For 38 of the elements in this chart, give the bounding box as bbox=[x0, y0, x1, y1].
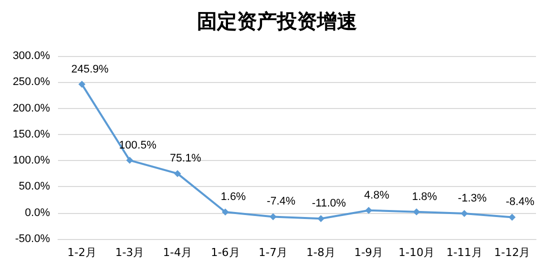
data-label: -1.3% bbox=[458, 192, 487, 205]
x-tick-label: 1-10月 bbox=[398, 246, 434, 259]
data-label: 1.6% bbox=[220, 191, 246, 204]
chart-title: 固定资产投资增速 bbox=[197, 9, 357, 33]
point bbox=[508, 214, 516, 221]
point bbox=[413, 208, 420, 216]
data-label: 245.9% bbox=[71, 63, 109, 76]
x-tick-label: 1-3月 bbox=[115, 246, 144, 259]
x-tick-label: 1-9月 bbox=[354, 246, 384, 259]
x-tick-label: 1-11月 bbox=[446, 246, 482, 259]
x-tick-label: 1-12月 bbox=[494, 246, 530, 259]
data-label: -8.4% bbox=[506, 196, 535, 208]
x-tick-label: 1-8月 bbox=[306, 246, 336, 259]
data-label: -7.4% bbox=[266, 196, 296, 208]
point bbox=[317, 215, 324, 222]
point bbox=[365, 206, 372, 214]
point bbox=[126, 156, 134, 164]
y-tick-label: 200.0% bbox=[12, 102, 50, 114]
y-tick-label: 150.0% bbox=[12, 128, 50, 140]
point bbox=[222, 208, 229, 216]
data-label: 75.1% bbox=[170, 152, 202, 165]
y-tick-label: 0.0% bbox=[24, 206, 50, 219]
y-tick-label: 100.0% bbox=[12, 154, 50, 167]
data-label: -11.0% bbox=[312, 198, 346, 210]
point bbox=[270, 213, 277, 220]
data-label: 4.8% bbox=[364, 189, 390, 202]
y-tick-label: 300.0% bbox=[12, 50, 50, 62]
x-tick-label: 1-7月 bbox=[258, 246, 288, 259]
point bbox=[460, 210, 468, 218]
point bbox=[174, 170, 181, 178]
y-tick-label: 250.0% bbox=[12, 76, 50, 88]
x-tick-label: 1-6月 bbox=[210, 246, 240, 259]
x-tick-label: 1-4月 bbox=[163, 246, 192, 259]
y-tick-label: -50.0% bbox=[15, 233, 50, 245]
y-tick-label: 50.0% bbox=[18, 180, 50, 193]
data-label: 1.8% bbox=[412, 190, 438, 203]
x-tick-label: 1-2月 bbox=[67, 246, 96, 259]
point bbox=[78, 80, 86, 88]
